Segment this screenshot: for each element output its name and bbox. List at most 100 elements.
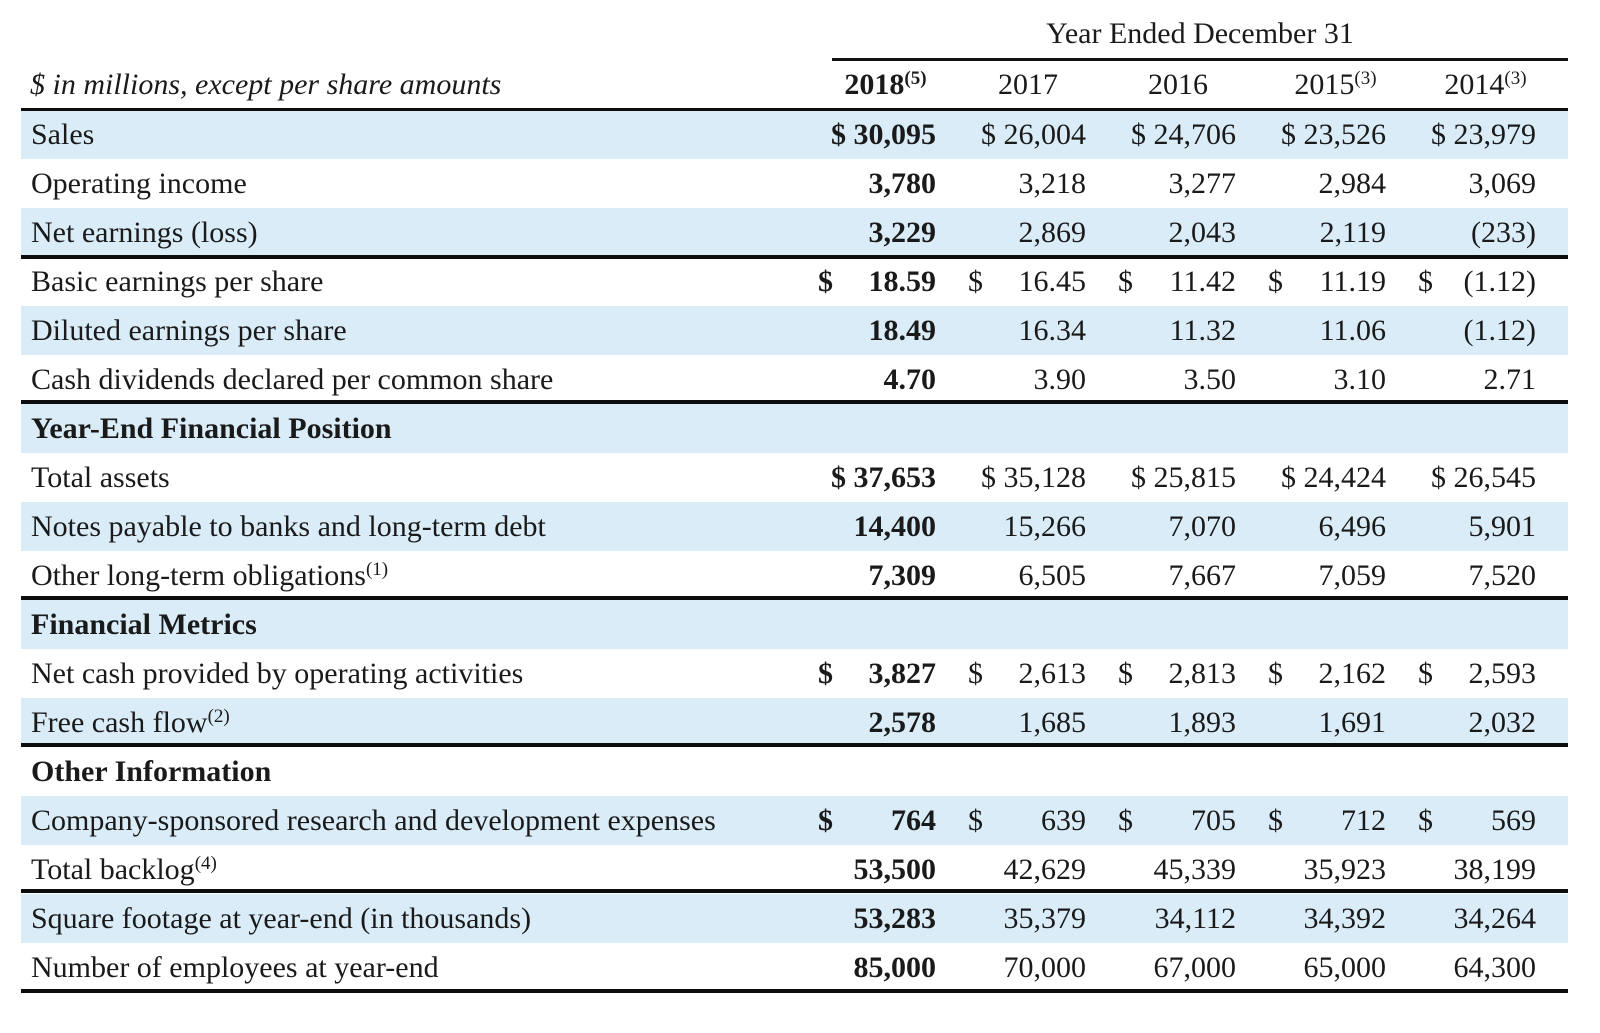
table-cell: 6,505	[968, 551, 1087, 600]
footnote-marker: (3)	[1504, 68, 1527, 89]
table-cell: 14,400	[818, 502, 937, 551]
table-cell: 1,691	[1268, 698, 1387, 747]
table-cell: 34,392	[1268, 894, 1387, 943]
cell-value: 18.49	[868, 314, 937, 347]
table-row: Net earnings (loss) 3,229 2,869 2,043 2,119 (…	[21, 208, 1568, 257]
cell-value: 7,309	[868, 559, 937, 592]
row-label: Free cash flow(2)	[31, 706, 230, 739]
table-cell: 85,000	[818, 943, 937, 992]
table-cell: 7,059	[1268, 551, 1387, 600]
cell-value: 45,339	[1153, 853, 1237, 886]
section-title: Other Information	[31, 755, 272, 788]
table-cell: $2,813	[1118, 649, 1236, 698]
row-label: Operating income	[31, 167, 247, 200]
cell-value: 16.45	[1018, 265, 1087, 298]
cell-value: 38,199	[1453, 853, 1537, 886]
table-cell: $11.19	[1268, 257, 1386, 306]
cell-value: 2,119	[1319, 216, 1386, 249]
row-label: Total backlog(4)	[31, 853, 217, 886]
table-cell: 5,901	[1418, 502, 1537, 551]
cell-value: 764	[891, 804, 936, 837]
table-cell: 3,780	[818, 159, 937, 208]
cell-value: 639	[1041, 804, 1086, 837]
cell-value: 7,070	[1168, 510, 1237, 543]
year-header-2014: 2014(3)	[1418, 64, 1553, 106]
section-header-row: Other Information	[21, 747, 1568, 796]
footnote-marker: (3)	[1354, 68, 1377, 89]
cell-value: 3,229	[868, 216, 937, 249]
cell-value: 34,392	[1303, 902, 1387, 935]
horizontal-rule	[21, 255, 1568, 259]
table-row: Diluted earnings per share 18.49 16.34 11.3…	[21, 306, 1568, 355]
cell-value: 6,496	[1318, 510, 1387, 543]
table-cell: 7,309	[818, 551, 937, 600]
table-cell: 4.70	[818, 355, 937, 404]
section-title: Financial Metrics	[31, 608, 257, 641]
table-cell: $16.45	[968, 257, 1086, 306]
cell-value: 42,629	[1003, 853, 1087, 886]
cell-value: $ 24,706	[1131, 118, 1236, 151]
cell-value: 64,300	[1453, 951, 1537, 984]
table-cell: 2,984	[1268, 159, 1387, 208]
table-cell: $2,162	[1268, 649, 1386, 698]
cell-value: 3.50	[1183, 363, 1237, 396]
table-row: Net cash provided by operating activitie…	[21, 649, 1568, 698]
horizontal-rule	[21, 989, 1568, 993]
cell-value: 2,984	[1318, 167, 1387, 200]
cell-value: 569	[1491, 804, 1536, 837]
cell-value: 712	[1341, 804, 1386, 837]
cell-value: $ 24,424	[1281, 461, 1386, 494]
table-cell: $2,593	[1418, 649, 1536, 698]
table-cell: $ 24,424	[1268, 453, 1386, 502]
table-cell: $ 24,706	[1118, 110, 1236, 159]
cell-value: 11.19	[1319, 265, 1386, 298]
dollar-sign: $	[1268, 804, 1283, 837]
year-header-2017: 2017	[968, 64, 1088, 106]
dollar-sign: $	[968, 265, 983, 298]
cell-value: (1.12)	[1463, 314, 1536, 347]
year-ended-heading: Year Ended December 31	[1046, 17, 1354, 50]
year-label: 2016	[1148, 68, 1208, 101]
table-cell: 3.90	[968, 355, 1087, 404]
cell-value: 2,043	[1168, 216, 1237, 249]
cell-value: 2,869	[1018, 216, 1087, 249]
table-row: Total assets $ 37,653 $ 35,128 $ 25,815 $ 24…	[21, 453, 1568, 502]
table-row: Notes payable to banks and long-term deb…	[21, 502, 1568, 551]
cell-value: 67,000	[1153, 951, 1237, 984]
table-cell: $ 37,653	[818, 453, 936, 502]
cell-value: 35,379	[1003, 902, 1087, 935]
cell-value: $ 25,815	[1131, 461, 1236, 494]
table-cell: 70,000	[968, 943, 1087, 992]
cell-value: (1.12)	[1463, 265, 1536, 298]
table-cell: $ 25,815	[1118, 453, 1236, 502]
year-header-2016: 2016	[1118, 64, 1238, 106]
footnote-marker: (5)	[904, 68, 927, 89]
cell-value: 11.42	[1169, 265, 1236, 298]
table-cell: $ (1.12)	[1418, 257, 1536, 306]
cell-value: 85,000	[853, 951, 937, 984]
cell-value: 15,266	[1003, 510, 1087, 543]
dollar-sign: $	[1118, 657, 1133, 690]
dollar-sign: $	[1418, 657, 1433, 690]
cell-value: 7,667	[1168, 559, 1237, 592]
cell-value: 3,069	[1468, 167, 1537, 200]
cell-value: 3,827	[868, 657, 937, 690]
table-cell: $ 23,979	[1418, 110, 1536, 159]
cell-value: 53,283	[853, 902, 937, 935]
table-cell: (233)	[1418, 208, 1536, 257]
dollar-sign: $	[968, 804, 983, 837]
row-label: Basic earnings per share	[31, 265, 324, 298]
cell-value: 7,059	[1318, 559, 1387, 592]
table-cell: 1,685	[968, 698, 1087, 747]
horizontal-rule	[21, 108, 1568, 111]
table-cell: 7,520	[1418, 551, 1537, 600]
dollar-sign: $	[818, 265, 833, 298]
cell-value: $ 30,095	[831, 118, 936, 151]
table-cell: $705	[1118, 796, 1236, 845]
table-cell: $764	[818, 796, 936, 845]
table-cell: 3,218	[968, 159, 1087, 208]
year-label: 2017	[998, 68, 1058, 101]
table-cell: $ 35,128	[968, 453, 1086, 502]
cell-value: $ 35,128	[981, 461, 1086, 494]
cell-value: 18.59	[868, 265, 937, 298]
